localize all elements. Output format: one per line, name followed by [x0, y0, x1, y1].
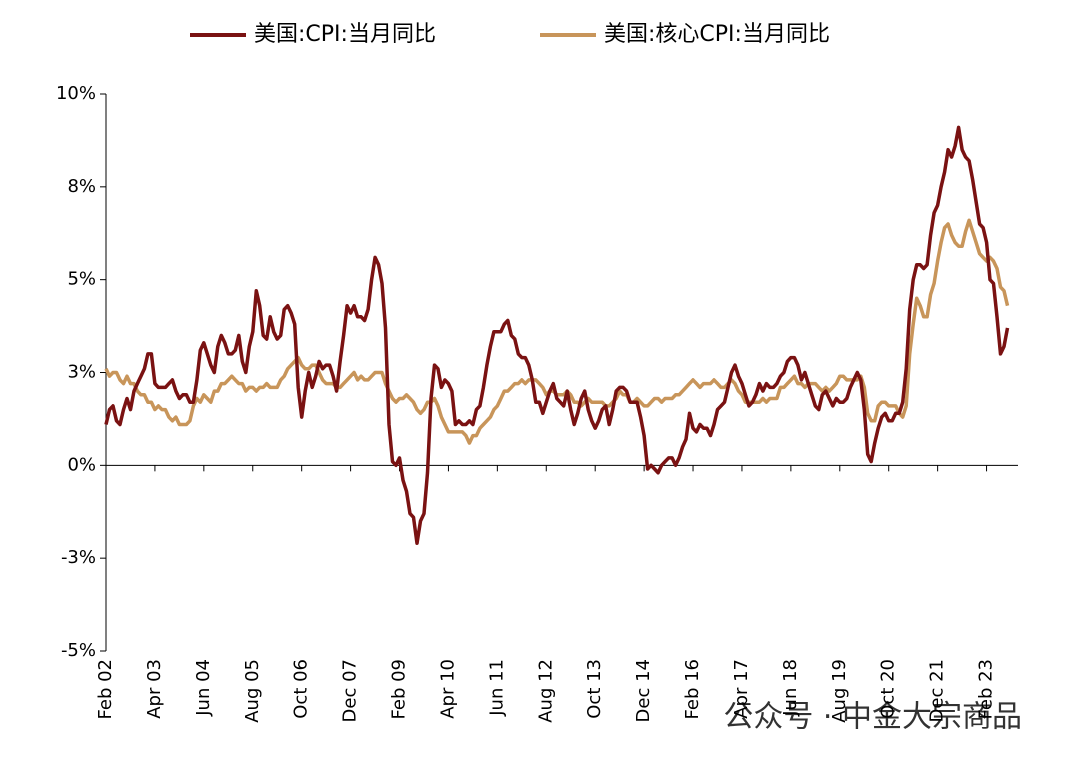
series-line: [104, 218, 1010, 445]
y-tick-label: 3%: [67, 362, 96, 383]
x-tick-label: Apr 10: [437, 659, 458, 719]
y-tick-label: 0%: [67, 454, 96, 475]
x-tick-label: Oct 13: [584, 659, 605, 719]
y-tick-label: 8%: [67, 176, 96, 197]
x-tick-label: Dec 14: [633, 659, 654, 722]
x-tick-label: Apr 03: [144, 659, 165, 719]
x-tick-label: Jun 18: [780, 659, 801, 717]
legend-label: 美国:CPI:当月同比: [254, 22, 436, 47]
x-tick-label: Jun 04: [193, 659, 214, 717]
y-tick-label: 10%: [56, 83, 96, 104]
y-tick-label: 5%: [67, 269, 96, 290]
x-tick-label: Jun 11: [486, 659, 507, 717]
legend-label: 美国:核心CPI:当月同比: [604, 22, 830, 47]
watermark: 公众号 · 中金大宗商品: [723, 700, 1022, 735]
x-tick-label: Aug 05: [242, 659, 263, 723]
x-tick-label: Aug 12: [535, 659, 556, 723]
series-line: [104, 125, 1010, 546]
x-tick-label: Feb 16: [682, 659, 703, 720]
y-tick-label: -5%: [61, 640, 96, 661]
x-tick-label: Oct 20: [878, 659, 899, 719]
x-tick-label: Feb 02: [95, 659, 116, 720]
x-tick-label: Dec 21: [927, 659, 948, 722]
x-tick-label: Aug 19: [829, 659, 850, 723]
x-tick-label: Feb 23: [976, 659, 997, 720]
x-tick-label: Oct 06: [291, 659, 312, 719]
x-tick-label: Dec 07: [340, 659, 361, 722]
x-tick-label: Feb 09: [389, 659, 410, 720]
y-tick-label: -3%: [61, 547, 96, 568]
x-tick-label: Apr 17: [731, 659, 752, 719]
